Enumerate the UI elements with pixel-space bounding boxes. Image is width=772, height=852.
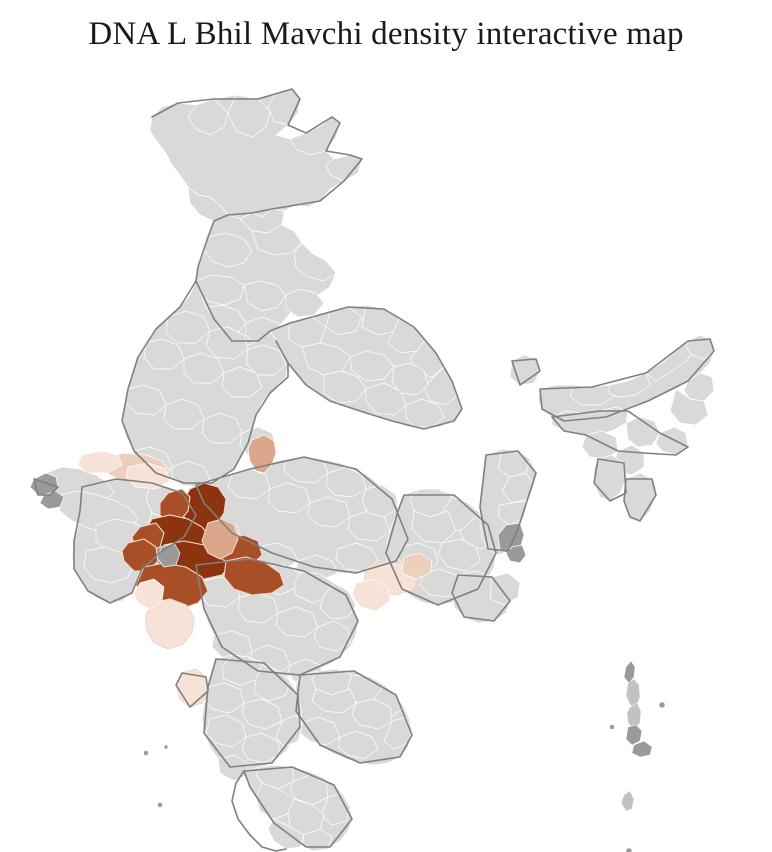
district-shape[interactable]: [212, 631, 252, 661]
district-shape[interactable]: [308, 497, 350, 527]
district-shape[interactable]: [314, 621, 350, 651]
district-shape[interactable]: [392, 363, 428, 395]
district-shape[interactable]: [144, 339, 184, 369]
district-shape[interactable]: [126, 385, 166, 415]
island-shape[interactable]: [625, 678, 641, 708]
district-shape[interactable]: [206, 327, 248, 359]
island-shape[interactable]: [625, 724, 643, 746]
map-canvas[interactable]: [0, 55, 772, 852]
district-shape[interactable]: [242, 699, 282, 729]
island-shape[interactable]: [631, 740, 653, 758]
district-shape[interactable]: [300, 717, 340, 745]
island-shape[interactable]: [658, 701, 666, 709]
district-shape[interactable]: [324, 371, 366, 403]
district-shape[interactable]: [608, 373, 650, 397]
district-shape-highlight[interactable]: [402, 553, 432, 579]
district-shape-highlight[interactable]: [126, 463, 170, 489]
district-shape[interactable]: [626, 417, 660, 447]
district-shape[interactable]: [268, 819, 304, 849]
page-title: DNA L Bhil Mavchi density interactive ma…: [88, 16, 684, 52]
district-shape[interactable]: [326, 467, 366, 497]
district-shape[interactable]: [320, 583, 356, 619]
district-shape-no-data[interactable]: [506, 545, 526, 563]
district-shape[interactable]: [338, 731, 378, 759]
district-shape[interactable]: [312, 689, 356, 713]
district-shape[interactable]: [246, 345, 286, 375]
district-shape-highlight[interactable]: [352, 579, 390, 611]
district-shape[interactable]: [286, 289, 324, 317]
district-shape[interactable]: [228, 469, 270, 499]
district-shape[interactable]: [188, 99, 228, 135]
island-shape[interactable]: [143, 750, 149, 756]
district-shape[interactable]: [268, 483, 310, 513]
district-shape[interactable]: [276, 607, 318, 637]
island-shape[interactable]: [625, 847, 633, 852]
india-choropleth-map[interactable]: [0, 55, 772, 852]
district-shape[interactable]: [166, 311, 210, 343]
island-shape[interactable]: [157, 802, 163, 808]
district-shape[interactable]: [276, 715, 302, 747]
district-outline: [202, 519, 238, 559]
district-shape[interactable]: [350, 351, 394, 381]
state-border-layer: [34, 89, 714, 851]
island-shape[interactable]: [163, 744, 169, 750]
district-outline: [146, 599, 194, 649]
district-shape[interactable]: [206, 715, 246, 747]
district-shape[interactable]: [290, 117, 340, 155]
island-shape[interactable]: [623, 660, 636, 684]
district-shape[interactable]: [406, 399, 444, 427]
district-shape[interactable]: [242, 733, 280, 763]
district-shape[interactable]: [204, 683, 244, 713]
district-shape[interactable]: [684, 373, 714, 401]
district-shape[interactable]: [594, 455, 626, 501]
district-shape[interactable]: [362, 485, 398, 517]
district-shape[interactable]: [164, 399, 204, 429]
district-shape[interactable]: [204, 233, 252, 267]
district-shape[interactable]: [490, 573, 520, 605]
district-outline: [176, 669, 208, 707]
district-shape[interactable]: [202, 413, 242, 443]
district-shape[interactable]: [670, 389, 708, 425]
district-shape[interactable]: [244, 281, 286, 311]
district-shape-highlight[interactable]: [134, 579, 164, 609]
district-shape[interactable]: [352, 699, 392, 729]
district-shape-highlight[interactable]: [78, 451, 122, 473]
district-shape[interactable]: [84, 547, 134, 583]
island-shape[interactable]: [626, 702, 642, 730]
island-layer: [143, 660, 666, 852]
district-shape[interactable]: [302, 343, 350, 375]
island-shape[interactable]: [620, 790, 635, 812]
island-shape[interactable]: [609, 724, 615, 730]
district-shape[interactable]: [366, 383, 406, 415]
district-shape[interactable]: [294, 243, 336, 281]
district-shape[interactable]: [184, 353, 224, 383]
district-shape[interactable]: [228, 95, 270, 137]
district-shape[interactable]: [222, 367, 262, 397]
district-shape-highlight[interactable]: [248, 435, 276, 473]
district-shape[interactable]: [412, 511, 456, 543]
district-shape[interactable]: [438, 539, 480, 571]
district-shape[interactable]: [256, 765, 294, 789]
